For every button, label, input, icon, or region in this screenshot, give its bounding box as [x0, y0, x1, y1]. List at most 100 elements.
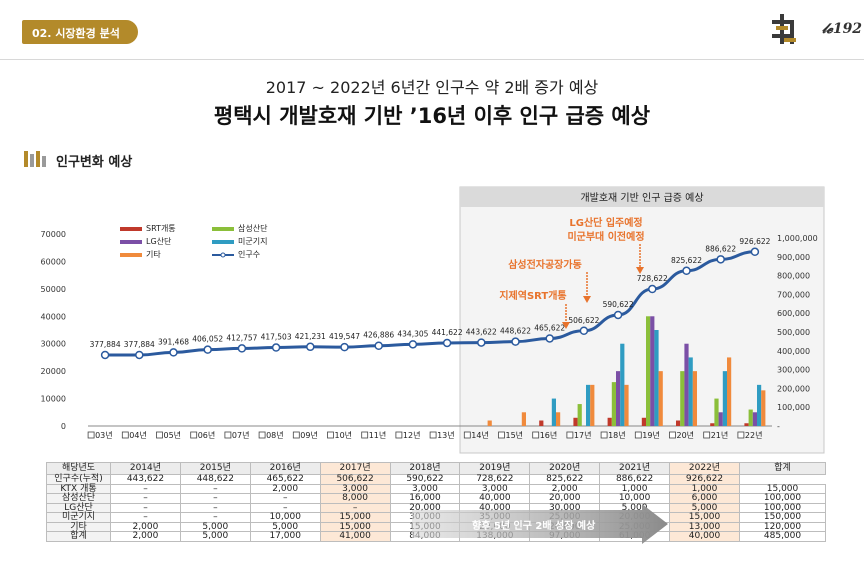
population-data-label: 590,622: [603, 300, 634, 309]
legend-swatch: [120, 227, 142, 231]
population-point: [306, 342, 315, 352]
x-tick-label: 03년: [95, 430, 113, 440]
table-cell: 5,000: [179, 531, 251, 542]
table-cell: 10,000: [599, 493, 670, 504]
population-point: [750, 247, 760, 257]
population-data-label: 434,305: [397, 329, 428, 338]
population-data-label: 391,468: [158, 337, 189, 346]
left-axis-tick-label: 20000: [41, 367, 66, 376]
annotation-lg: LG산단 입주예정: [569, 216, 642, 229]
left-axis-tick-label: 50000: [41, 285, 66, 294]
bar-4-18: [727, 357, 732, 426]
x-tick-label: 07년: [232, 430, 250, 440]
x-tick-checkbox: [361, 431, 369, 439]
header-divider: [0, 59, 864, 60]
page-title: 평택시 개발호재 기반 ’16년 이후 인구 급증 예상: [213, 104, 651, 128]
bar-0-15: [607, 417, 612, 426]
bar-3-13: [551, 398, 556, 426]
table-row: 인구수(누적) 443,622 448,622 465,622 506,622 590,6…: [46, 474, 826, 485]
table-row-header: 미군기지: [46, 512, 111, 523]
population-data-label: 441,622: [432, 328, 463, 337]
x-tick-label: 09년: [300, 430, 318, 440]
bar-0-14: [573, 417, 578, 426]
table-cell: 506,622: [319, 474, 391, 485]
table-cell: 465,622: [249, 474, 321, 485]
right-axis-tick-label: 400,000: [777, 347, 810, 356]
section-label: 인구변화 예상: [56, 155, 133, 170]
bar-0-17: [676, 420, 681, 426]
highlight-box-header: [460, 187, 824, 207]
legend-swatch: [120, 253, 142, 257]
legend-swatch: [212, 240, 234, 244]
table-cell: 590,622: [389, 474, 461, 485]
right-axis-tick-label: 200,000: [777, 384, 810, 393]
bar-2-18: [718, 412, 723, 426]
left-axis-tick-label: 30000: [41, 340, 66, 349]
table-row-header: 합계: [46, 531, 111, 542]
x-tick-label: 18년: [608, 430, 626, 440]
table-cell: 15,000: [319, 512, 391, 523]
bar-1-17: [680, 371, 685, 426]
population-point: [716, 255, 725, 264]
x-tick-checkbox: [498, 431, 505, 439]
right-axis-tick-label: 600,000: [777, 309, 810, 318]
legend-swatch: [120, 240, 142, 244]
annotation-military: 미군부대 이전예정: [567, 230, 644, 243]
growth-arrow-text: 향후 5년 인구 2배 성장 예상: [472, 521, 596, 532]
table-cell: 926,622: [669, 474, 740, 485]
x-tick-checkbox: [327, 431, 334, 439]
bar-4-12: [521, 412, 526, 426]
table-cell: 485,000: [739, 531, 826, 542]
table-cell: –: [179, 493, 251, 504]
section-icon: [24, 151, 46, 167]
page-subtitle: 2017 ~ 2022년 6년간 인구수 약 2배 증가 예상: [265, 78, 599, 97]
population-data-label: 421,231: [295, 332, 326, 341]
bar-4-13: [556, 412, 561, 426]
x-tick-checkbox: [395, 431, 403, 439]
right-axis-tick-label: 800,000: [777, 272, 810, 281]
annotation-samsung: 삼성전자공장가동: [508, 258, 582, 271]
table-header-cell: 2021년: [599, 462, 670, 475]
bar-2-19: [752, 412, 757, 426]
population-point: [135, 350, 144, 360]
population-point: [340, 342, 349, 352]
bar-1-19: [748, 409, 753, 426]
annotation-arrowhead-2016: [562, 322, 570, 329]
legend-label: 삼성산단: [238, 223, 268, 233]
bar-3-19: [757, 384, 762, 426]
x-tick-checkbox: [258, 431, 266, 439]
table-cell: 16,000: [389, 493, 461, 504]
x-tick-label: 21년: [711, 430, 729, 440]
table-cell: 17,000: [249, 531, 321, 542]
x-tick-checkbox: [669, 431, 676, 439]
table-cell: 41,000: [319, 531, 391, 542]
highlight-box-title: 개발호재 기반 인구 급증 예상: [580, 192, 703, 204]
population-data-label: 406,052: [192, 335, 223, 344]
table-row-header: 삼성산단: [46, 493, 111, 504]
x-tick-checkbox: [737, 431, 745, 439]
table-cell: 20,000: [529, 493, 601, 504]
x-tick-checkbox: [600, 431, 608, 439]
bar-3-18: [722, 371, 727, 426]
x-tick-label: 06년: [198, 430, 216, 440]
bar-1-15: [611, 382, 616, 426]
brand-logo-icon: [772, 14, 796, 44]
bar-1-16: [646, 316, 651, 426]
table-header-row: 해당년도 2014년 2015년 2016년 2017년 2018년 2019년 2020년 2…: [46, 462, 826, 475]
table-row: 삼성산단 – – –8,000 16,000 40,000 20,000 10,000 6,00…: [46, 493, 826, 504]
x-tick-label: 05년: [164, 430, 182, 440]
population-point: [442, 338, 452, 348]
table-cell: 728,622: [459, 474, 531, 485]
population-data-label: 377,884: [90, 340, 121, 349]
bar-2-16: [650, 316, 655, 426]
legend-label: 인구수: [238, 249, 260, 259]
table-header-cell: 2019년: [459, 462, 531, 475]
x-tick-checkbox: [429, 431, 437, 439]
x-tick-label: 16년: [540, 430, 558, 440]
population-data-label: 465,622: [534, 323, 565, 332]
right-axis-tick-label: 900,000: [777, 253, 810, 262]
table-header-cell: 합계: [739, 462, 826, 475]
bar-4-15: [624, 384, 629, 426]
bar-3-16: [654, 330, 659, 426]
x-tick-label: 11년: [369, 430, 387, 440]
